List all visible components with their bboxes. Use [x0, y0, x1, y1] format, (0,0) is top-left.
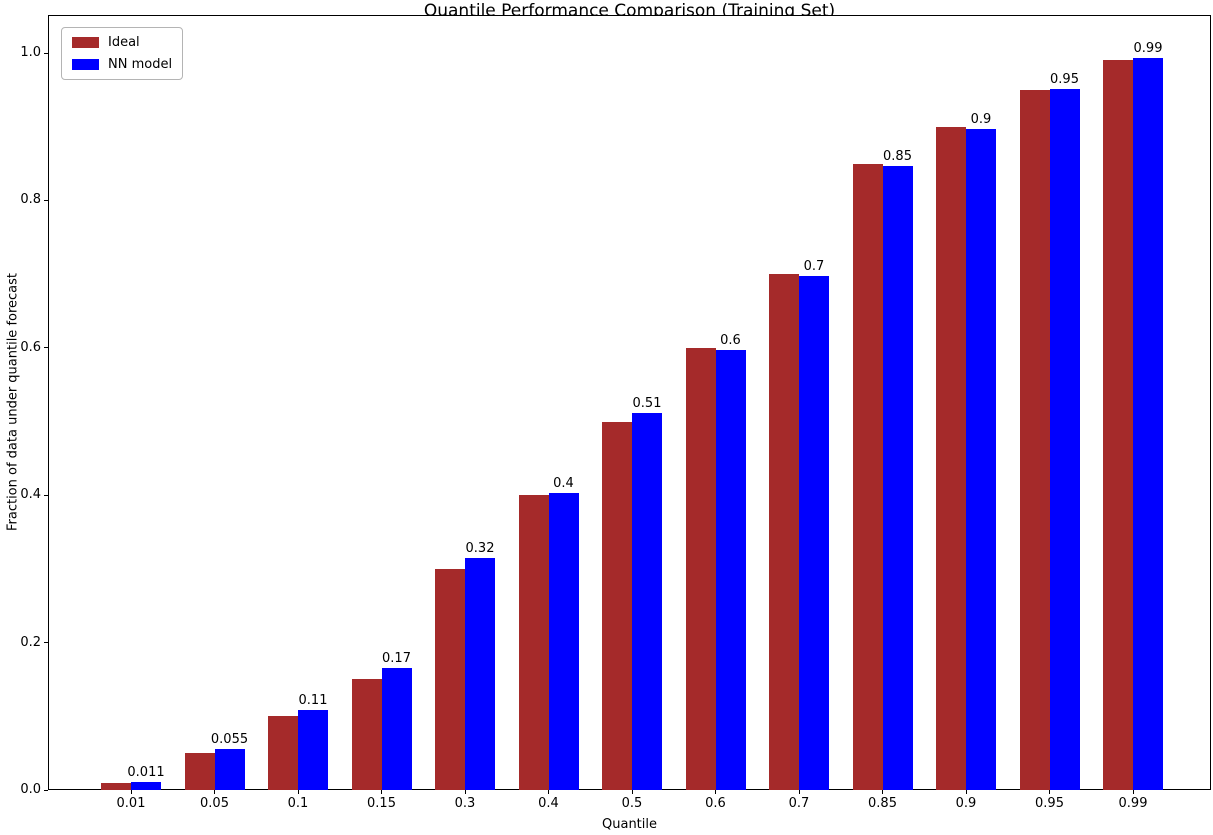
- x-tick-label: 0.95: [1035, 796, 1064, 811]
- bar-value-label: 0.32: [465, 540, 495, 556]
- x-tick-label: 0.1: [287, 796, 309, 811]
- ideal-bar: [769, 274, 799, 790]
- x-tick-mark: [297, 790, 299, 794]
- x-tick-mark: [381, 790, 382, 794]
- nn-model-bar: [131, 781, 161, 790]
- x-tick-label: 0.05: [200, 796, 229, 811]
- nn-model-bar: [548, 492, 579, 790]
- nn-model-bar: [465, 557, 495, 790]
- x-tick-mark: [1049, 790, 1050, 794]
- x-tick-mark: [130, 790, 132, 794]
- nn-model-bar: [1049, 89, 1080, 790]
- bar-value-label: 0.7: [803, 258, 825, 274]
- x-axis-label: Quantile: [602, 817, 657, 832]
- nn-model-bar: [966, 128, 996, 790]
- ideal-bar: [685, 347, 716, 790]
- ideal-bar: [268, 716, 298, 790]
- ideal-bar: [602, 421, 632, 790]
- x-tick-mark: [631, 790, 633, 794]
- nn-model-bar: [1133, 58, 1163, 790]
- bar-value-label: 0.85: [883, 149, 912, 165]
- x-tick-label: 0.15: [367, 796, 396, 811]
- legend-label-ideal: Ideal: [108, 35, 140, 50]
- y-tick-mark: [44, 347, 48, 349]
- ideal-bar: [852, 163, 883, 790]
- x-tick-mark: [214, 790, 215, 794]
- y-tick-label: 0.6: [20, 339, 41, 355]
- nn-model-bar: [799, 275, 829, 790]
- ideal-bar: [1019, 89, 1050, 790]
- bar-value-label: 0.11: [298, 693, 328, 709]
- legend: Ideal NN model: [61, 27, 184, 80]
- nn-model-bar: [715, 350, 746, 790]
- y-tick-label: 0.2: [20, 634, 41, 650]
- x-tick-label: 0.85: [868, 796, 897, 811]
- legend-entry-ideal: Ideal: [72, 35, 172, 50]
- bar-value-label: 0.17: [382, 650, 411, 666]
- y-tick-label: 1.0: [20, 45, 41, 60]
- ideal-bar: [936, 126, 966, 790]
- bar-value-label: 0.99: [1133, 41, 1163, 57]
- nn-model-bar: [298, 710, 328, 790]
- x-tick-label: 0.3: [454, 796, 476, 811]
- y-tick-label: 0.0: [20, 782, 41, 797]
- nn-model-bar: [214, 749, 245, 790]
- x-tick-mark: [715, 790, 716, 794]
- y-tick-mark: [44, 642, 48, 644]
- legend-entry-nn-model: NN model: [72, 57, 172, 72]
- ideal-bar: [351, 679, 382, 790]
- legend-label-nn-model: NN model: [108, 57, 173, 72]
- bar-value-label: 0.055: [210, 732, 249, 748]
- nn-model-bar: [882, 166, 913, 790]
- y-tick-mark: [44, 52, 48, 54]
- x-tick-mark: [464, 790, 466, 794]
- bar-value-label: 0.011: [127, 764, 165, 780]
- y-tick-label: 0.4: [20, 487, 41, 503]
- nn-model-bar: [381, 667, 412, 790]
- bar-value-label: 0.95: [1050, 72, 1079, 88]
- ideal-bar: [435, 568, 465, 790]
- ideal-color-swatch-icon: [72, 37, 99, 48]
- bar-value-label: 0.9: [970, 111, 992, 127]
- x-tick-label: 0.6: [705, 796, 726, 811]
- x-tick-label: 0.7: [788, 796, 810, 811]
- y-tick-mark: [44, 789, 48, 791]
- ideal-bar: [184, 753, 215, 790]
- ideal-bar: [518, 495, 549, 790]
- ideal-bar: [101, 782, 131, 790]
- bar-value-label: 0.51: [632, 395, 662, 411]
- x-tick-label: 0.5: [621, 796, 643, 811]
- y-tick-mark: [44, 494, 48, 496]
- x-tick-mark: [548, 790, 549, 794]
- x-tick-mark: [882, 790, 883, 794]
- x-tick-mark: [798, 790, 800, 794]
- bar-value-label: 0.6: [720, 333, 741, 348]
- bar-value-label: 0.4: [553, 475, 574, 491]
- x-tick-label: 0.9: [955, 796, 977, 811]
- ideal-bar: [1103, 60, 1133, 790]
- x-tick-mark: [1132, 790, 1134, 794]
- x-tick-mark: [965, 790, 967, 794]
- nn-model-bar: [632, 412, 662, 790]
- y-tick-label: 0.8: [20, 192, 41, 208]
- y-tick-mark: [44, 199, 48, 201]
- x-tick-label: 0.01: [116, 796, 146, 811]
- x-tick-label: 0.4: [538, 796, 559, 811]
- nn-model-color-swatch-icon: [72, 59, 99, 70]
- x-tick-label: 0.99: [1118, 796, 1148, 811]
